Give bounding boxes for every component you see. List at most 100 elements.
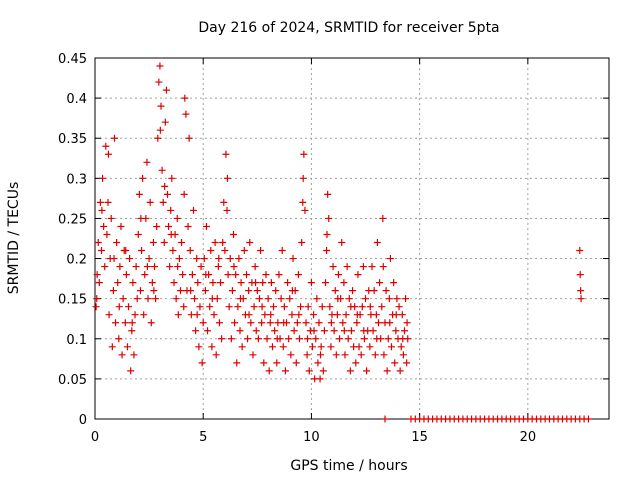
data-point — [284, 279, 292, 287]
data-point — [238, 343, 246, 351]
data-point — [317, 343, 325, 351]
data-point — [145, 255, 153, 263]
y-tick-label: 0.25 — [58, 212, 87, 227]
data-point — [380, 351, 388, 359]
data-point — [114, 279, 122, 287]
data-point — [138, 247, 146, 255]
data-point — [231, 319, 239, 327]
x-tick-label: 20 — [520, 430, 537, 445]
data-point — [202, 222, 210, 230]
data-point — [99, 174, 107, 182]
data-point — [104, 198, 112, 206]
data-point — [344, 335, 352, 343]
data-point — [267, 279, 275, 287]
y-tick-label: 0.05 — [58, 373, 87, 388]
data-point — [182, 110, 190, 118]
data-point — [122, 247, 130, 255]
data-point — [360, 335, 368, 343]
data-point — [368, 263, 376, 271]
y-tick-label: 0.35 — [58, 132, 87, 147]
data-point — [400, 327, 408, 335]
data-point — [357, 351, 365, 359]
data-point — [288, 287, 296, 295]
data-point — [132, 263, 140, 271]
data-point — [305, 367, 313, 375]
data-point — [296, 335, 304, 343]
data-point — [117, 222, 125, 230]
data-point — [169, 247, 177, 255]
data-point — [122, 271, 130, 279]
data-point — [158, 166, 166, 174]
data-point — [577, 295, 585, 303]
data-point — [314, 359, 322, 367]
data-point — [285, 335, 293, 343]
data-point — [189, 206, 197, 214]
data-point — [258, 303, 266, 311]
data-point — [259, 279, 267, 287]
data-point — [395, 303, 403, 311]
data-point — [366, 303, 374, 311]
data-point — [298, 239, 306, 247]
data-point — [222, 150, 230, 158]
data-point — [230, 230, 238, 238]
data-point — [375, 319, 383, 327]
data-point — [265, 367, 273, 375]
gridlines — [95, 58, 609, 419]
data-point — [326, 303, 334, 311]
data-point — [223, 206, 231, 214]
data-point — [392, 311, 400, 319]
data-point — [301, 206, 309, 214]
data-point — [319, 367, 327, 375]
data-point — [201, 287, 209, 295]
data-point — [327, 343, 335, 351]
data-point — [254, 335, 262, 343]
data-point — [349, 287, 357, 295]
data-point — [332, 351, 340, 359]
y-tick-label: 0.45 — [58, 52, 87, 67]
data-point — [148, 279, 156, 287]
data-point — [312, 335, 320, 343]
data-point — [129, 279, 137, 287]
data-point — [139, 174, 147, 182]
data-point — [200, 255, 208, 263]
data-point — [226, 255, 234, 263]
data-point — [358, 303, 366, 311]
data-point — [210, 311, 218, 319]
data-point — [115, 303, 123, 311]
data-point — [393, 295, 401, 303]
data-point — [360, 327, 368, 335]
data-point — [188, 271, 196, 279]
x-axis-label: GPS time / hours — [290, 458, 407, 474]
data-point — [128, 327, 136, 335]
axis-ticks: 0 0.05 0.1 0.15 0.2 0.25 0.3 0.35 0.4 0.45 0 5 10 15 2… — [58, 52, 609, 445]
data-point — [324, 190, 332, 198]
data-point — [146, 198, 154, 206]
data-point — [228, 287, 236, 295]
y-tick-label: 0.2 — [66, 253, 87, 268]
data-point — [193, 311, 201, 319]
data-point — [273, 335, 281, 343]
data-point — [155, 78, 163, 86]
data-point — [323, 247, 331, 255]
data-point — [156, 62, 164, 70]
data-point — [263, 335, 271, 343]
data-point — [127, 367, 135, 375]
data-point — [255, 295, 263, 303]
data-point — [369, 327, 377, 335]
data-point — [321, 279, 329, 287]
data-point — [128, 319, 136, 327]
data-point — [194, 279, 202, 287]
data-point — [187, 287, 195, 295]
data-point — [300, 150, 308, 158]
x-tick-label: 0 — [91, 430, 99, 445]
data-point — [403, 319, 411, 327]
data-point — [366, 343, 374, 351]
data-point — [382, 287, 390, 295]
data-point — [378, 303, 386, 311]
data-point — [115, 335, 123, 343]
data-point — [98, 206, 106, 214]
data-point — [193, 255, 201, 263]
data-point — [215, 319, 223, 327]
data-point — [133, 295, 141, 303]
